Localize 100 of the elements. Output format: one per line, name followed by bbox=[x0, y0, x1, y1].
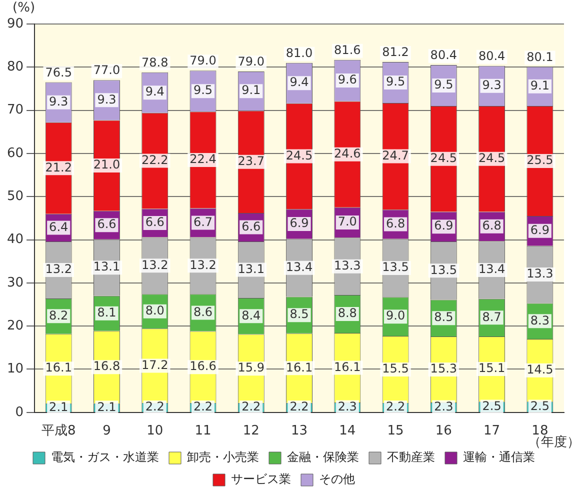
y-axis-title: (%) bbox=[12, 0, 36, 16]
data-label: 25.5 bbox=[526, 153, 554, 168]
y-tick-label: 20 bbox=[6, 318, 24, 334]
data-label: 13.4 bbox=[286, 260, 313, 274]
data-label: 15.1 bbox=[478, 361, 506, 376]
data-label: 8.7 bbox=[482, 310, 502, 324]
data-label: 17.2 bbox=[142, 358, 168, 372]
x-tick-label: 11 bbox=[194, 424, 212, 439]
x-tick-label: 10 bbox=[146, 424, 164, 439]
data-label: 6.9 bbox=[434, 218, 454, 233]
data-label: 15.5 bbox=[382, 362, 409, 376]
total-label: 76.5 bbox=[45, 65, 72, 80]
data-label: 8.5 bbox=[290, 307, 309, 322]
data-label: 2.2 bbox=[290, 400, 309, 414]
data-label: 13.5 bbox=[382, 260, 409, 274]
legend-label: 運輸・通信業 bbox=[463, 450, 535, 464]
y-tick-label: 80 bbox=[6, 60, 24, 75]
data-label: 6.8 bbox=[386, 216, 406, 230]
data-label: 2.2 bbox=[386, 400, 406, 414]
data-label: 6.9 bbox=[290, 216, 309, 230]
total-label: 81.0 bbox=[286, 46, 313, 60]
y-tick-label: 70 bbox=[6, 102, 24, 118]
data-label: 13.2 bbox=[142, 258, 168, 272]
data-label: 9.3 bbox=[482, 78, 502, 92]
legend-label: その他 bbox=[319, 472, 355, 486]
data-label: 16.6 bbox=[190, 359, 216, 374]
data-label: 2.5 bbox=[530, 398, 550, 413]
data-label: 2.1 bbox=[49, 400, 68, 414]
data-label: 21.2 bbox=[45, 160, 72, 174]
data-label: 8.1 bbox=[97, 305, 116, 320]
data-label: 9.0 bbox=[386, 308, 406, 323]
data-label: 6.4 bbox=[49, 220, 68, 234]
data-label: 21.0 bbox=[93, 158, 120, 172]
data-label: 15.9 bbox=[238, 360, 264, 375]
data-label: 2.2 bbox=[242, 400, 261, 414]
total-label: 79.0 bbox=[238, 54, 264, 69]
data-label: 13.4 bbox=[478, 262, 506, 276]
data-label: 24.5 bbox=[286, 148, 313, 162]
data-label: 8.3 bbox=[530, 313, 550, 328]
data-label: 8.0 bbox=[145, 304, 164, 318]
total-label: 80.4 bbox=[430, 48, 458, 62]
data-label: 13.1 bbox=[93, 260, 120, 274]
data-label: 6.6 bbox=[145, 215, 164, 230]
data-label: 6.6 bbox=[242, 219, 261, 234]
total-label: 80.4 bbox=[478, 48, 506, 63]
data-label: 8.2 bbox=[49, 308, 68, 322]
data-label: 8.6 bbox=[193, 304, 213, 319]
total-label: 80.1 bbox=[526, 50, 554, 64]
data-label: 22.2 bbox=[142, 152, 168, 167]
legend-label: 金融・保険業 bbox=[287, 450, 359, 464]
data-label: 16.1 bbox=[45, 360, 72, 375]
data-label: 9.1 bbox=[530, 78, 550, 92]
data-label: 9.1 bbox=[242, 83, 261, 98]
data-label: 9.5 bbox=[193, 83, 213, 98]
data-label: 6.8 bbox=[482, 218, 502, 233]
data-label: 16.1 bbox=[334, 360, 361, 374]
total-label: 81.6 bbox=[334, 42, 361, 57]
data-label: 9.5 bbox=[434, 78, 454, 92]
data-label: 13.1 bbox=[238, 262, 264, 276]
legend-label: 不動産業 bbox=[387, 450, 435, 464]
data-label: 8.5 bbox=[434, 310, 454, 324]
data-label: 16.8 bbox=[93, 359, 120, 374]
data-label: 13.3 bbox=[526, 266, 554, 281]
y-tick-label: 50 bbox=[6, 188, 24, 204]
total-label: 81.2 bbox=[382, 45, 409, 60]
data-label: 15.3 bbox=[430, 362, 458, 376]
data-label: 6.7 bbox=[193, 214, 213, 229]
data-label: 9.6 bbox=[338, 72, 357, 87]
data-label: 9.5 bbox=[386, 74, 406, 89]
x-tick-label: 15 bbox=[387, 424, 404, 439]
data-label: 8.8 bbox=[338, 306, 357, 320]
legend-label: サービス業 bbox=[231, 472, 291, 486]
data-label: 6.6 bbox=[97, 217, 116, 232]
data-label: 9.4 bbox=[290, 75, 309, 90]
data-label: 24.5 bbox=[478, 150, 506, 165]
total-label: 79.0 bbox=[190, 54, 216, 68]
y-tick-label: 60 bbox=[6, 146, 24, 161]
data-label: 24.6 bbox=[334, 146, 361, 160]
y-tick-label: 0 bbox=[15, 404, 24, 420]
data-label: 6.9 bbox=[530, 223, 550, 238]
data-label: 13.2 bbox=[45, 262, 72, 276]
x-tick-label: 17 bbox=[484, 424, 500, 439]
data-label: 8.4 bbox=[242, 308, 261, 322]
data-label: 22.4 bbox=[190, 152, 216, 166]
data-label: 16.1 bbox=[286, 360, 313, 374]
data-label: 9.4 bbox=[145, 84, 164, 99]
x-tick-label: 14 bbox=[339, 424, 356, 439]
y-tick-label: 40 bbox=[6, 232, 24, 248]
data-label: 2.5 bbox=[482, 398, 502, 413]
data-label: 2.2 bbox=[145, 400, 164, 414]
data-label: 9.3 bbox=[49, 94, 68, 108]
data-label: 9.3 bbox=[97, 92, 116, 106]
data-label: 2.3 bbox=[338, 399, 357, 414]
x-tick-label: 平成8 bbox=[41, 424, 76, 439]
x-tick-label: 16 bbox=[435, 424, 452, 439]
data-label: 2.1 bbox=[97, 400, 116, 414]
data-label: 14.5 bbox=[526, 362, 554, 376]
total-label: 78.8 bbox=[142, 55, 168, 70]
x-tick-label: 12 bbox=[242, 424, 260, 439]
total-label: 77.0 bbox=[93, 63, 120, 78]
